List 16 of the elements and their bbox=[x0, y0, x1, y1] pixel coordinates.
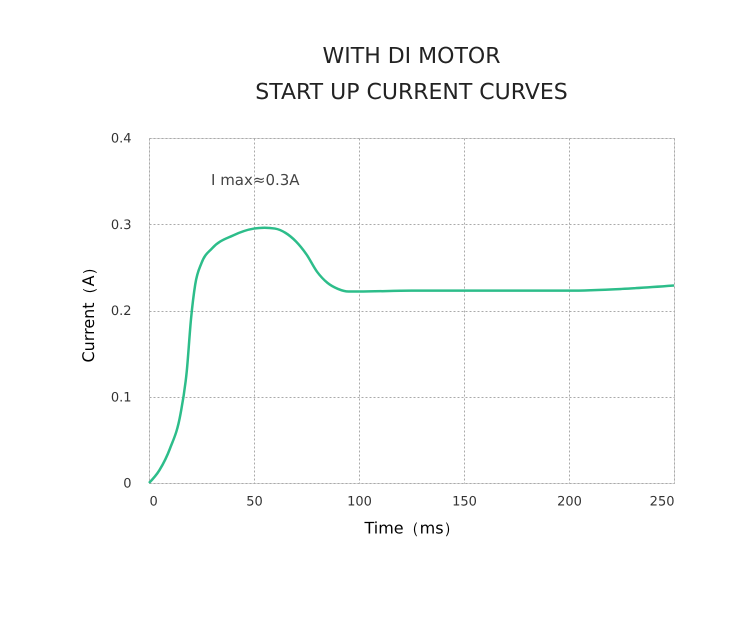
text: WITH DI MOTOR bbox=[322, 44, 500, 69]
y-tick-label: 0.2 bbox=[110, 304, 132, 319]
x-axis-title: Time（ms） bbox=[363, 518, 460, 538]
x-tick-label: 50 bbox=[246, 494, 263, 510]
y-tick-label: 0.1 bbox=[110, 390, 132, 406]
x-tick-label: 250 bbox=[650, 494, 674, 510]
x-tick-label: 100 bbox=[347, 494, 372, 510]
y-tick-label: 0.4 bbox=[110, 132, 132, 146]
y-tick-label: 0.3 bbox=[110, 218, 132, 233]
x-tick-label: 200 bbox=[557, 494, 582, 510]
annotation: I max≈0.3A bbox=[211, 171, 300, 189]
y-tick-label: 0 bbox=[123, 476, 132, 492]
y-axis-title: Current（A） bbox=[78, 259, 98, 363]
text: START UP CURRENT CURVES bbox=[255, 80, 568, 105]
x-tick-label: 150 bbox=[452, 494, 477, 510]
x-tick-label: 0 bbox=[150, 494, 158, 510]
